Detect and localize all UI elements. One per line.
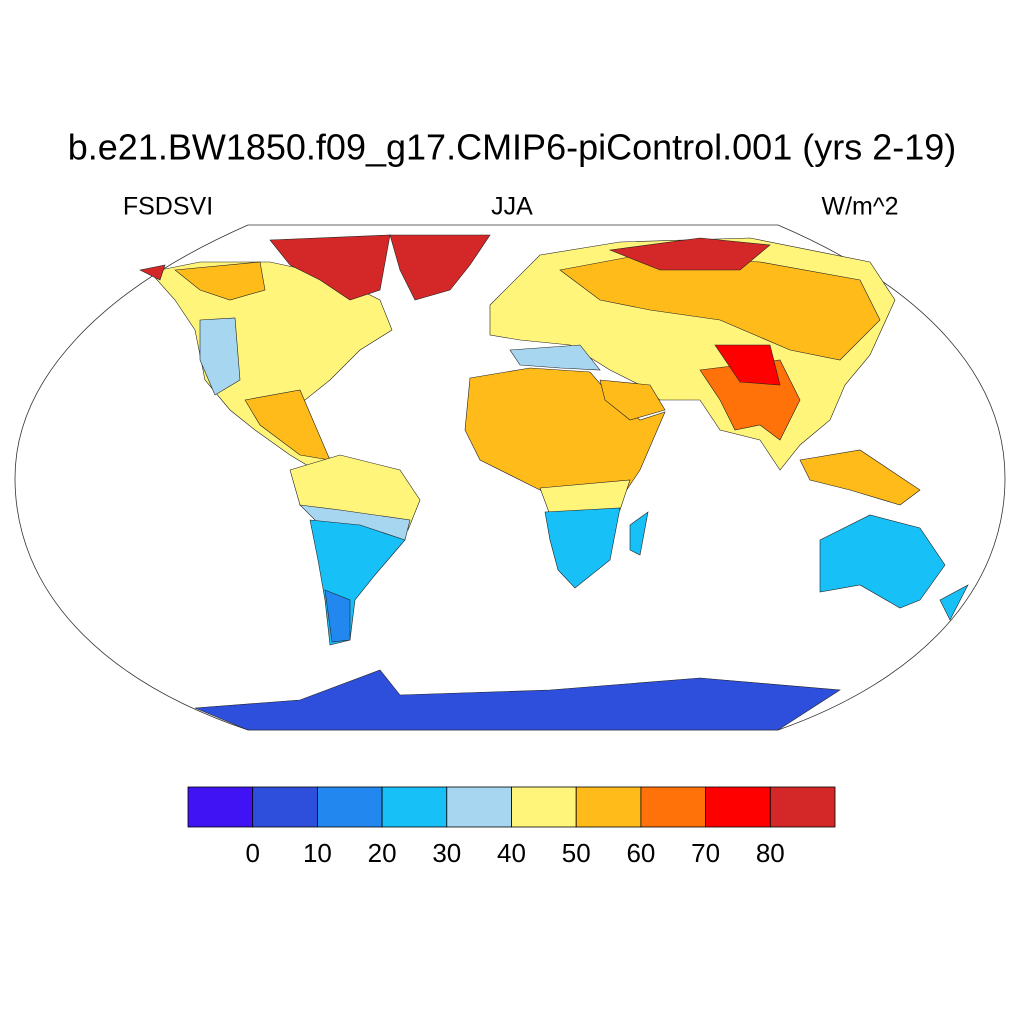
- land: [939, 584, 969, 621]
- land: [194, 669, 841, 731]
- colorbar-label: 10: [303, 838, 332, 868]
- land: [539, 479, 631, 516]
- colorbar-label: 50: [562, 838, 591, 868]
- colorbar-box: [187, 786, 254, 828]
- colorbar-label: 20: [368, 838, 397, 868]
- colorbar-label: 30: [432, 838, 461, 868]
- colorbar-box: [575, 786, 642, 828]
- right-subtitle: W/m^2: [821, 193, 898, 221]
- map: [14, 224, 1006, 731]
- land: [139, 264, 166, 281]
- colorbar-box: [769, 786, 836, 828]
- colorbar: 0 10 20 30 40 50 60 70 80: [187, 786, 836, 868]
- land: [599, 379, 666, 421]
- land: [608, 237, 771, 271]
- colorbar-box: [316, 786, 383, 828]
- land: [509, 344, 601, 371]
- colorbar-label: 60: [626, 838, 655, 868]
- colorbar-box: [511, 786, 577, 828]
- land: [324, 589, 351, 643]
- colorbar-box: [381, 786, 448, 828]
- land: [544, 507, 621, 589]
- colorbar-label: 0: [245, 838, 259, 868]
- land: [799, 449, 921, 506]
- land: [199, 317, 241, 396]
- center-subtitle: JJA: [491, 193, 533, 221]
- colorbar-label: 80: [756, 838, 785, 868]
- colorbar-box: [252, 786, 318, 828]
- title: b.e21.BW1850.f09_g17.CMIP6-piControl.001…: [68, 127, 956, 168]
- land: [244, 389, 331, 461]
- left-subtitle: FSDSVI: [123, 193, 213, 221]
- colorbar-box: [446, 786, 512, 828]
- land: [714, 344, 781, 386]
- colorbar-label: 40: [497, 838, 526, 868]
- land: [174, 261, 266, 301]
- land: [819, 514, 946, 609]
- colorbar-box: [705, 786, 771, 828]
- land: [629, 511, 649, 556]
- colorbar-label: 70: [691, 838, 720, 868]
- land: [389, 234, 491, 301]
- colorbar-box: [640, 786, 707, 828]
